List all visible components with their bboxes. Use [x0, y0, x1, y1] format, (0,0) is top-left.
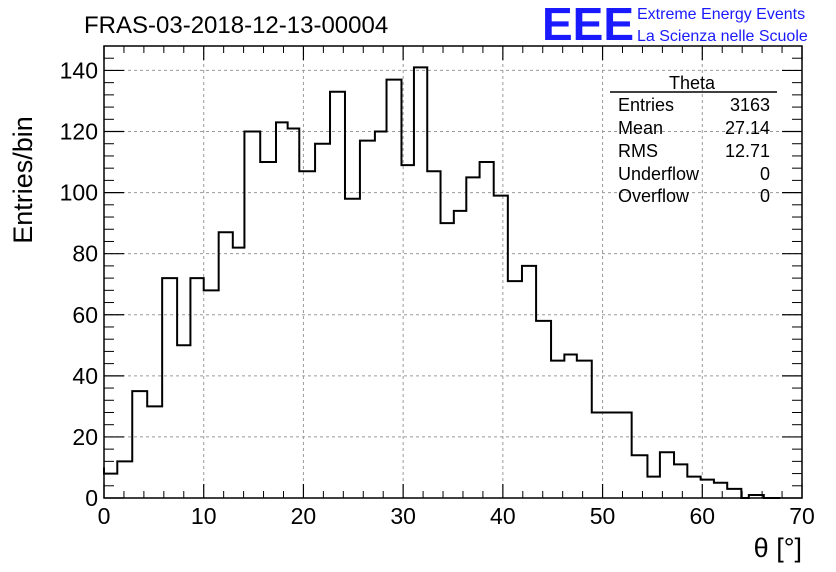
histogram-bin: [564, 354, 576, 498]
y-tick-label: 80: [72, 241, 98, 267]
histogram-bin: [427, 171, 440, 498]
histogram-bin: [454, 211, 466, 498]
histogram-bin: [401, 165, 413, 498]
stats-title: Theta: [669, 73, 716, 93]
histogram-bin: [360, 141, 375, 498]
histogram-bin: [632, 455, 648, 498]
histogram-bin: [177, 345, 190, 498]
histogram-bin: [551, 361, 564, 498]
histogram-bin: [616, 412, 632, 498]
y-tick-label: 0: [85, 485, 98, 511]
histogram-bin: [727, 489, 741, 498]
x-tick-label: 30: [390, 503, 416, 529]
stats-box: Theta Entries 3163 Mean 27.14 RMS 12.71 …: [610, 73, 777, 206]
histogram-bin: [414, 67, 427, 498]
logo-line-1: Extreme Energy Events: [637, 6, 805, 23]
y-tick-label: 140: [60, 57, 98, 83]
y-tick-label: 100: [60, 180, 98, 206]
histogram-bin: [674, 464, 687, 498]
stats-value-rms: 12.71: [725, 141, 770, 161]
x-tick-label: 60: [689, 503, 715, 529]
y-tick-label: 20: [72, 424, 98, 450]
x-tick-label: 40: [490, 503, 516, 529]
histogram-bin: [522, 266, 536, 498]
y-axis-label: Entries/bin: [8, 116, 38, 244]
stats-value-entries: 3163: [730, 95, 770, 115]
x-tick-label: 20: [291, 503, 317, 529]
histogram-bin: [162, 278, 177, 498]
histogram-bin: [260, 162, 276, 498]
chart-title: FRAS-03-2018-12-13-00004: [84, 12, 388, 39]
plot-frame: [103, 45, 803, 499]
histogram-outline: [103, 66, 781, 499]
x-axis-label: θ [°]: [754, 533, 802, 563]
histogram-bin: [494, 196, 508, 498]
y-tick-label: 60: [72, 302, 98, 328]
histogram-bin: [604, 412, 616, 498]
histogram-bin: [190, 278, 203, 498]
histogram-bin: [387, 80, 402, 498]
histogram-series: [103, 66, 781, 499]
x-tick-label: 0: [98, 503, 111, 529]
histogram-bin: [276, 122, 288, 498]
histogram-bin: [315, 144, 330, 498]
x-tick-label: 70: [789, 503, 815, 529]
histogram-bin: [536, 321, 551, 498]
stats-value-underflow: 0: [760, 164, 770, 184]
histogram-bin: [117, 461, 132, 498]
tick-labels: 0 10 20 30 40 50 60 70 0 20 40 60 80 100 120 140: [60, 57, 815, 529]
histogram-bin: [345, 199, 360, 498]
histogram-bin: [204, 290, 219, 498]
stats-value-mean: 27.14: [725, 118, 770, 138]
grid: [104, 46, 802, 498]
histogram-bin: [132, 391, 147, 498]
x-tick-label: 50: [590, 503, 616, 529]
histogram-bin: [687, 477, 700, 498]
histogram-bin: [466, 177, 479, 498]
logo-line-2: La Scienza nelle Scuole: [637, 28, 808, 45]
axis-ticks: [103, 45, 803, 499]
y-tick-label: 120: [60, 119, 98, 145]
stats-label-overflow: Overflow: [618, 186, 690, 206]
stats-label-underflow: Underflow: [618, 164, 700, 184]
stats-label-entries: Entries: [618, 95, 674, 115]
histogram-bin: [244, 132, 260, 498]
histogram-bin: [147, 406, 162, 498]
histogram-bin: [647, 477, 659, 498]
stats-label-rms: RMS: [618, 141, 658, 161]
histogram-bin: [508, 281, 522, 498]
histogram-bin: [577, 361, 592, 498]
histogram-bin: [219, 232, 233, 498]
histogram-bin: [441, 223, 454, 498]
histogram-bin: [299, 171, 315, 498]
histogram-bin: [233, 248, 245, 498]
histogram-bin: [714, 483, 727, 498]
stats-label-mean: Mean: [618, 118, 663, 138]
histogram-bin: [480, 162, 494, 498]
logo-mark: EEE: [542, 0, 634, 50]
eee-logo: EEE Extreme Energy Events La Scienza nel…: [542, 0, 808, 50]
y-tick-label: 40: [72, 363, 98, 389]
histogram-bin: [330, 92, 345, 498]
histogram-bin: [375, 132, 387, 498]
stats-value-overflow: 0: [760, 186, 770, 206]
histogram-bin: [288, 128, 300, 498]
x-tick-label: 10: [191, 503, 217, 529]
